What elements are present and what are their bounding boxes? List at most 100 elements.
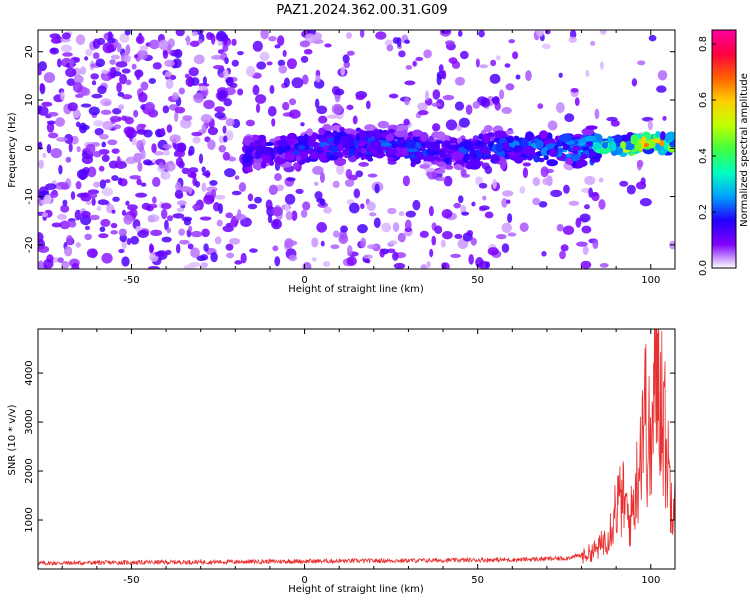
heatmap-cell [124,116,134,125]
heatmap-cell [283,77,290,88]
heatmap-cell [353,188,361,199]
heatmap-cell [92,52,100,60]
heatmap-cell [138,92,148,103]
heatmap-cell [160,171,171,180]
heatmap-cell [570,87,579,93]
heatmap-cell [373,131,382,140]
heatmap-cell [256,61,267,70]
heatmap-cell [153,151,165,156]
heatmap-cell [97,199,109,206]
heatmap-cell [581,225,592,234]
heatmap-cell [60,91,65,101]
heatmap-cell [599,30,607,35]
heatmap-cell [277,139,289,147]
heatmap-cell [163,149,170,156]
heatmap-cell [76,146,81,153]
heatmap-cell [330,244,340,250]
heatmap-cell [541,43,551,50]
heatmap-cell [215,194,226,200]
heatmap-cell [49,47,60,55]
heatmap-cell [417,151,424,161]
heatmap-cell [201,228,210,238]
heatmap-cell [637,60,646,66]
heatmap-cell [585,135,597,142]
heatmap-cell [501,106,512,114]
heatmap-cell [478,182,488,189]
heatmap-cell [131,63,137,70]
heatmap-cell [162,49,169,59]
heatmap-cell [279,135,288,141]
heatmap-cell [38,106,49,116]
heatmap-cell [479,146,490,155]
heatmap-cell [58,164,63,175]
heatmap-cell [148,39,160,50]
heatmap-cell [166,215,174,222]
heatmap-cell [492,95,500,106]
heatmap-cell [210,252,218,263]
heatmap-cell [231,38,237,46]
heatmap-cell [136,178,142,186]
heatmap-cell [230,219,236,227]
heatmap-cell [481,162,490,170]
heatmap-cell [417,110,429,116]
heatmap-cell [584,204,590,210]
heatmap-cell [48,132,59,139]
heatmap-cell [70,191,76,200]
heatmap-cell [101,187,114,197]
heatmap-cell [366,128,373,138]
heatmap-cell [101,74,109,81]
heatmap-cell [458,117,470,128]
heatmap-cell [121,256,130,267]
heatmap-cell [164,161,176,172]
heatmap-cell [229,237,241,245]
heatmap-cell [41,101,53,107]
heatmap-cell [258,134,266,141]
heatmap-cell [584,175,596,186]
heatmap-cell [404,219,412,231]
heatmap-cell [301,74,309,85]
heatmap-cell [109,67,117,78]
heatmap-cell [398,211,405,217]
heatmap-cell [201,90,207,96]
heatmap-cell [457,30,463,37]
heatmap-cell [247,167,253,173]
heatmap-cell [179,239,190,245]
heatmap-cell [201,123,207,134]
heatmap-cell [121,209,127,216]
heatmap-frame [37,29,676,270]
heatmap-cell [599,61,604,70]
heatmap-x-axis-label: Height of straight line (km) [288,284,424,295]
heatmap-cell [532,197,541,206]
heatmap-cell [75,34,86,46]
heatmap-cell [308,137,315,145]
heatmap-cell [502,190,514,197]
heatmap-cell [340,135,346,146]
heatmap-cell [460,169,467,176]
heatmap-cell [174,106,186,114]
heatmap-cell [381,222,392,233]
heatmap-cell [113,124,122,130]
heatmap-cell [151,196,157,204]
heatmap-cell [74,209,82,221]
heatmap-cell [231,59,239,67]
heatmap-cell [494,130,507,136]
heatmap-cell [590,40,596,46]
heatmap-cell [91,80,97,86]
heatmap-cell [196,255,206,262]
heatmap-cell [537,103,544,109]
heatmap-cell [355,170,364,178]
heatmap-cell [454,233,463,240]
heatmap-cell [535,139,544,150]
heatmap-cell [173,143,186,152]
heatmap-cell [119,234,128,243]
heatmap-cells [38,30,675,269]
heatmap-cell [442,94,455,101]
heatmap-cell [218,145,227,153]
heatmap-cell [38,245,50,253]
heatmap-cell [65,67,77,78]
heatmap-cell [269,160,275,166]
heatmap-cell [377,120,390,129]
heatmap-cell [69,58,74,68]
heatmap-cell [457,195,464,204]
heatmap-cell [218,72,225,78]
